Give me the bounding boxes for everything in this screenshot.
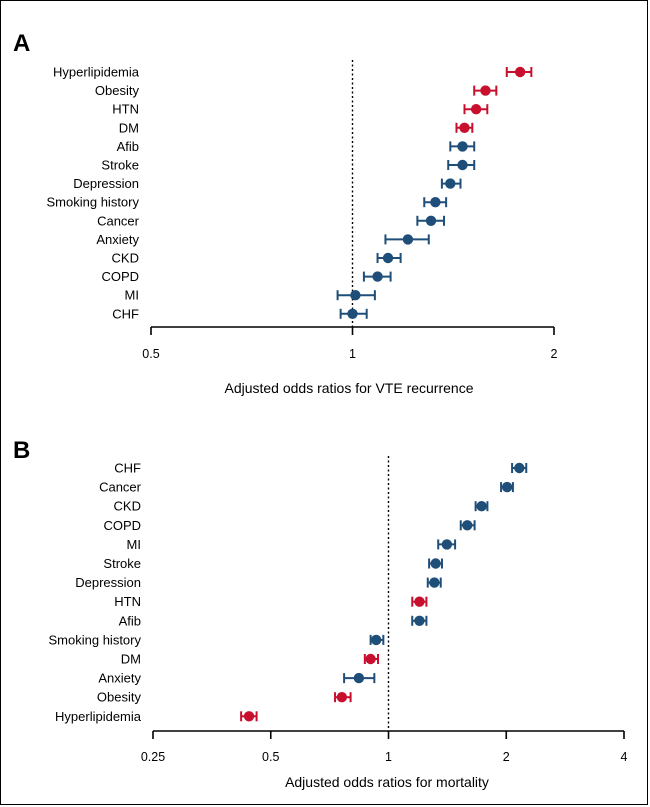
x-axis-title: Adjusted odds ratios for mortality	[285, 774, 489, 790]
category-label: Hyperlipidemia	[55, 709, 142, 724]
odds-ratio-point	[414, 615, 425, 626]
category-label: CKD	[112, 251, 139, 266]
odds-ratio-point	[514, 66, 526, 78]
odds-ratio-point	[430, 197, 441, 208]
odds-ratio-point	[347, 308, 358, 319]
category-label: CHF	[112, 306, 139, 321]
x-tick-label: 4	[621, 750, 628, 764]
category-label: Depression	[75, 575, 141, 590]
odds-ratio-point	[476, 501, 487, 512]
panel-letter: A	[13, 30, 30, 57]
x-tick-label: 2	[551, 347, 558, 361]
panel-b: B 0.25 0.5 1 2 4 Adjusted odds ratios for mort…	[13, 437, 628, 790]
category-label: Smoking history	[47, 195, 140, 210]
panel-letter: B	[13, 437, 30, 464]
x-tick-label: 1	[349, 347, 356, 361]
category-label: MI	[125, 288, 139, 303]
category-label: COPD	[103, 518, 141, 533]
odds-ratio-point	[414, 596, 425, 607]
category-label: Afib	[117, 139, 139, 154]
category-label: HTN	[114, 594, 141, 609]
category-label: Cancer	[99, 480, 142, 495]
x-tick-label: 2	[503, 750, 510, 764]
odds-ratio-point	[457, 141, 468, 152]
odds-ratio-point	[445, 178, 456, 189]
odds-ratio-point	[243, 711, 255, 722]
category-label: Afib	[119, 613, 141, 628]
x-tick-label: 0.25	[141, 750, 165, 764]
odds-ratio-point	[370, 634, 382, 646]
odds-ratio-point	[480, 85, 491, 96]
x-tick-label: 1	[385, 750, 392, 764]
category-label: Hyperlipidemia	[53, 65, 140, 80]
x-axis-title: Adjusted odds ratios for VTE recurrence	[224, 380, 473, 396]
odds-ratio-point	[514, 462, 525, 474]
odds-ratio-point	[501, 481, 513, 493]
category-label: Anxiety	[98, 671, 141, 686]
category-label: Depression	[73, 176, 139, 191]
category-label: Obesity	[95, 83, 140, 98]
panel-a: A 0.5 1 2 Adjusted odds ratios for VTE recur…	[13, 30, 558, 396]
odds-ratio-point	[372, 271, 383, 282]
odds-ratio-point	[470, 104, 482, 115]
x-tick-label: 0.5	[142, 347, 159, 361]
odds-ratio-point	[336, 692, 348, 703]
odds-ratio-point	[350, 290, 361, 301]
category-label: COPD	[101, 269, 139, 284]
category-label: Cancer	[97, 213, 140, 228]
odds-ratio-point	[365, 653, 376, 665]
category-label: Anxiety	[96, 232, 139, 247]
category-label: CHF	[114, 461, 141, 476]
x-tick-label: 0.5	[262, 750, 279, 764]
category-label: Smoking history	[49, 632, 142, 647]
odds-ratio-point	[430, 558, 441, 569]
odds-ratio-point	[425, 215, 437, 226]
odds-ratio-point	[457, 159, 468, 171]
odds-ratio-point	[382, 252, 394, 264]
category-label: DM	[121, 652, 141, 667]
odds-ratio-point	[462, 520, 473, 531]
category-label: CKD	[114, 499, 141, 514]
category-label: MI	[127, 537, 141, 552]
odds-ratio-point	[459, 122, 470, 133]
category-label: Stroke	[101, 158, 139, 173]
category-label: Obesity	[97, 690, 142, 705]
odds-ratio-point	[353, 672, 365, 684]
odds-ratio-point	[429, 577, 440, 588]
category-label: HTN	[112, 102, 139, 117]
category-label: Stroke	[103, 556, 141, 571]
odds-ratio-point	[402, 234, 414, 245]
odds-ratio-point	[441, 539, 453, 550]
category-label: DM	[119, 120, 139, 135]
